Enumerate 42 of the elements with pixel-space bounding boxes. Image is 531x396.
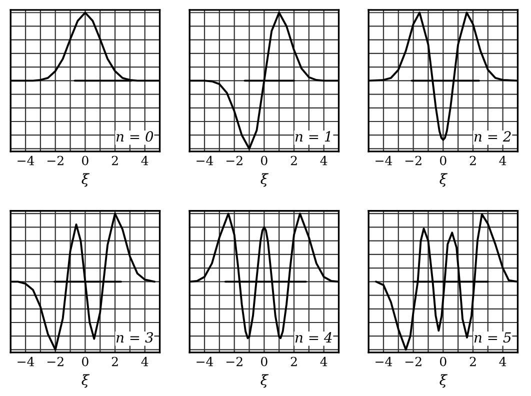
annotation: n = 2: [474, 131, 511, 142]
annotation: n = 4: [296, 332, 332, 342]
x-tick-label: 4: [499, 356, 506, 366]
x-tick-label: 4: [141, 156, 148, 166]
x-tick-label: 4: [499, 156, 506, 166]
x-tick-label: 2: [470, 156, 476, 166]
x-axis-title: ξ: [82, 173, 90, 187]
x-tick-label: 0: [82, 156, 88, 166]
x-tick-label: 4: [141, 356, 148, 366]
x-tick-label: −2: [405, 156, 422, 166]
annotation: n = 5: [474, 332, 511, 343]
x-tick-label: 0: [261, 356, 268, 366]
x-tick-label: 0: [261, 156, 268, 166]
x-axis-title: ξ: [440, 173, 448, 187]
x-tick-label: 0: [440, 356, 446, 366]
x-tick-label: 2: [290, 156, 297, 166]
x-tick-label: −2: [47, 356, 64, 366]
text: n = 0: [116, 131, 154, 142]
x-tick-label: −4: [196, 156, 214, 166]
x-tick-label: 0: [440, 156, 446, 166]
x-axis-title: ξ: [260, 173, 269, 187]
x-tick-label: −2: [226, 356, 242, 366]
x-tick-label: −4: [18, 356, 34, 366]
annotation: n = 3: [116, 332, 153, 343]
x-tick-label: −4: [196, 356, 214, 366]
x-tick-label: −4: [376, 156, 392, 166]
x-tick-label: 0: [82, 356, 88, 366]
x-tick-label: −4: [18, 156, 34, 166]
x-tick-label: −2: [47, 156, 64, 166]
x-tick-label: 2: [112, 156, 118, 166]
x-axis-title: ξ: [440, 374, 448, 388]
x-tick-label: 4: [320, 156, 328, 166]
x-tick-label: 2: [290, 356, 297, 366]
x-tick-label: −2: [405, 356, 422, 366]
x-axis-title: ξ: [82, 374, 90, 388]
x-tick-label: 2: [470, 356, 476, 366]
x-tick-label: −2: [226, 156, 242, 166]
x-axis-title: ξ: [260, 374, 269, 388]
annotation: n = 1: [296, 131, 330, 142]
x-tick-label: 2: [112, 356, 118, 366]
x-tick-label: 4: [320, 356, 328, 366]
x-tick-label: −4: [376, 356, 392, 366]
